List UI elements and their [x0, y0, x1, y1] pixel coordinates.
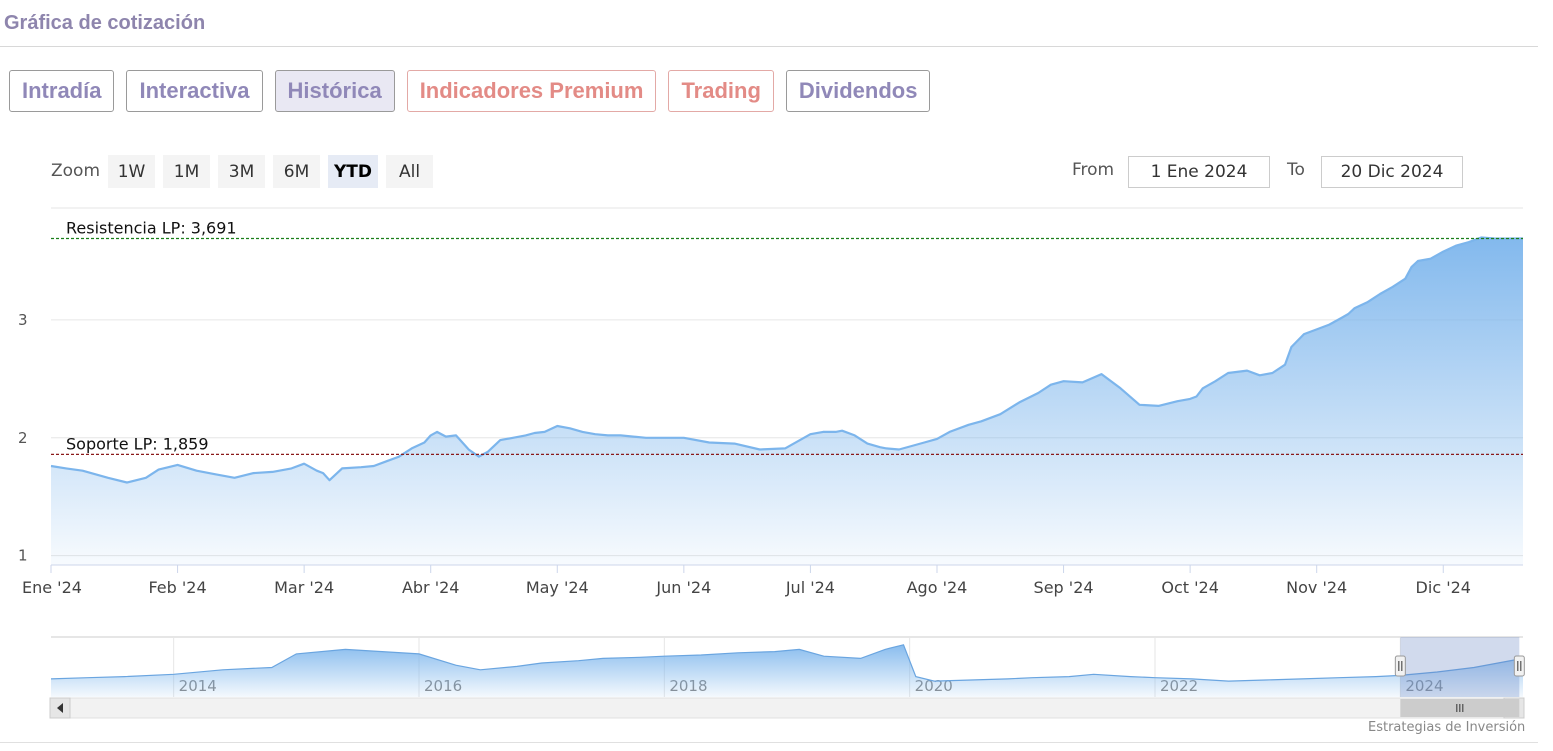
chart-credit: Estrategias de Inversión	[1368, 720, 1526, 735]
tab-historica[interactable]: Histórica	[274, 70, 395, 112]
scrollbar-track	[49, 697, 1525, 719]
zoom-3m-button[interactable]: 3M	[218, 155, 265, 188]
zoom-6m-button[interactable]: 6M	[273, 155, 320, 188]
x-tick-label: Jul '24	[785, 578, 835, 597]
chart-tabs: Intradía Interactiva Histórica Indicador…	[9, 70, 931, 112]
x-tick-label: Jun '24	[655, 578, 711, 597]
tab-intradia[interactable]: Intradía	[9, 70, 115, 112]
bottom-divider	[0, 742, 1538, 743]
x-tick-label: Ago '24	[907, 578, 968, 597]
navigator-handle-left[interactable]	[1394, 655, 1406, 677]
price-line	[50, 236, 1524, 484]
page-title: Gráfica de cotización	[4, 12, 206, 34]
navigator-area	[51, 644, 1523, 697]
reference-line-label: Resistencia LP: 3,691	[66, 219, 237, 238]
zoom-label: Zoom	[51, 161, 101, 181]
y-tick-label: 2	[18, 429, 28, 447]
x-tick-label: Sep '24	[1034, 578, 1094, 597]
zoom-1m-button[interactable]: 1M	[163, 155, 210, 188]
x-tick-label: Dic '24	[1416, 578, 1471, 597]
x-tick-label: Feb '24	[148, 578, 206, 597]
navigator-line	[50, 644, 1524, 682]
price-area	[51, 237, 1523, 565]
reference-line-label: Soporte LP: 1,859	[66, 434, 209, 453]
tab-indicadores-premium[interactable]: Indicadores Premium	[406, 70, 657, 112]
navigator-handle-right[interactable]	[1513, 655, 1525, 677]
y-tick-label: 1	[18, 547, 28, 565]
x-tick-label: Mar '24	[274, 578, 334, 597]
x-tick-label: Nov '24	[1286, 578, 1347, 597]
arrow-left-icon	[57, 703, 63, 713]
y-tick-label: 3	[18, 311, 28, 329]
tab-dividendos[interactable]: Dividendos	[785, 70, 931, 112]
tab-trading[interactable]: Trading	[668, 70, 774, 112]
navigator-selection[interactable]	[1400, 637, 1520, 697]
x-tick-label: May '24	[526, 578, 589, 597]
zoom-1w-button[interactable]: 1W	[108, 155, 155, 188]
x-tick-label: Abr '24	[402, 578, 460, 597]
to-label: To	[1287, 160, 1305, 180]
zoom-buttons: 1W 1M 3M 6M YTD All	[108, 155, 434, 188]
zoom-all-button[interactable]: All	[386, 155, 434, 188]
from-date-input[interactable]: 1 Ene 2024	[1128, 156, 1270, 188]
from-label: From	[1072, 160, 1115, 180]
to-date-input[interactable]: 20 Dic 2024	[1321, 156, 1463, 188]
title-divider	[0, 46, 1538, 47]
x-tick-label: Ene '24	[22, 578, 82, 597]
tab-interactiva[interactable]: Interactiva	[126, 70, 263, 112]
zoom-ytd-button[interactable]: YTD	[328, 155, 379, 188]
x-tick-label: Oct '24	[1161, 578, 1219, 597]
